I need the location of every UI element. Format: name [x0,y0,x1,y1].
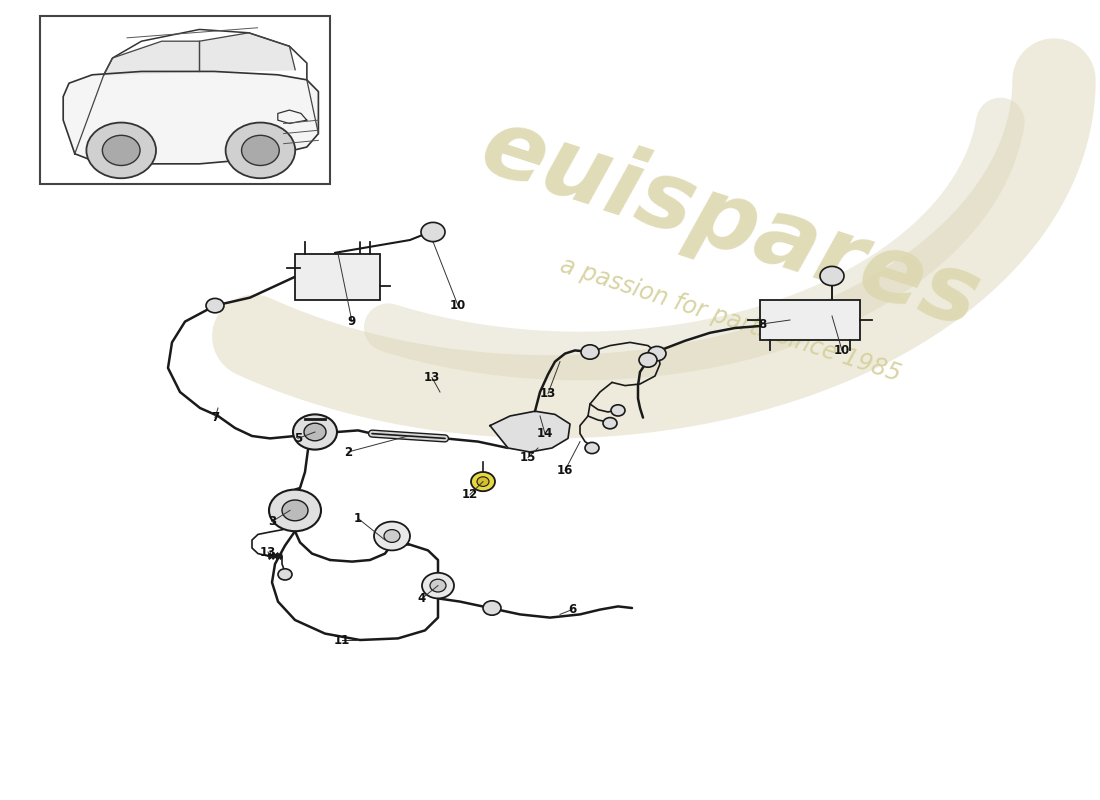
Circle shape [282,500,308,521]
Polygon shape [490,411,570,452]
Circle shape [384,530,400,542]
Circle shape [610,405,625,416]
Circle shape [421,222,446,242]
Text: euispares: euispares [470,100,991,348]
Circle shape [422,573,454,598]
Text: 6: 6 [568,603,576,616]
Circle shape [374,522,410,550]
Text: a passion for parts since 1985: a passion for parts since 1985 [557,254,903,386]
Text: 14: 14 [537,427,553,440]
Text: 13: 13 [540,387,557,400]
Text: 10: 10 [450,299,466,312]
Bar [760,300,860,340]
Text: 1: 1 [354,512,362,525]
Text: 11: 11 [334,634,350,646]
Circle shape [820,266,844,286]
Circle shape [430,579,446,592]
Bar [295,254,380,300]
Bar [40,16,330,184]
Circle shape [87,122,156,178]
Polygon shape [63,71,318,164]
Circle shape [226,122,295,178]
Circle shape [206,298,224,313]
Circle shape [639,353,657,367]
Circle shape [242,135,279,166]
Text: 2: 2 [344,446,352,458]
Text: 3: 3 [268,515,276,528]
Text: 10: 10 [834,344,850,357]
Circle shape [304,423,326,441]
Polygon shape [199,33,295,71]
Circle shape [471,472,495,491]
Circle shape [585,442,600,454]
Text: 8: 8 [758,318,766,330]
Text: 4: 4 [418,592,426,605]
Text: 13: 13 [260,546,276,558]
Text: 5: 5 [294,432,302,445]
Circle shape [278,569,292,580]
Circle shape [603,418,617,429]
Circle shape [270,490,321,531]
Circle shape [483,601,500,615]
Polygon shape [103,41,199,74]
Text: 12: 12 [462,488,478,501]
Circle shape [648,346,666,361]
Text: 7: 7 [211,411,219,424]
Text: 9: 9 [348,315,356,328]
Text: 16: 16 [557,464,573,477]
Circle shape [477,477,490,486]
Circle shape [581,345,600,359]
Text: 15: 15 [520,451,536,464]
Text: 13: 13 [424,371,440,384]
Circle shape [293,414,337,450]
Circle shape [102,135,140,166]
